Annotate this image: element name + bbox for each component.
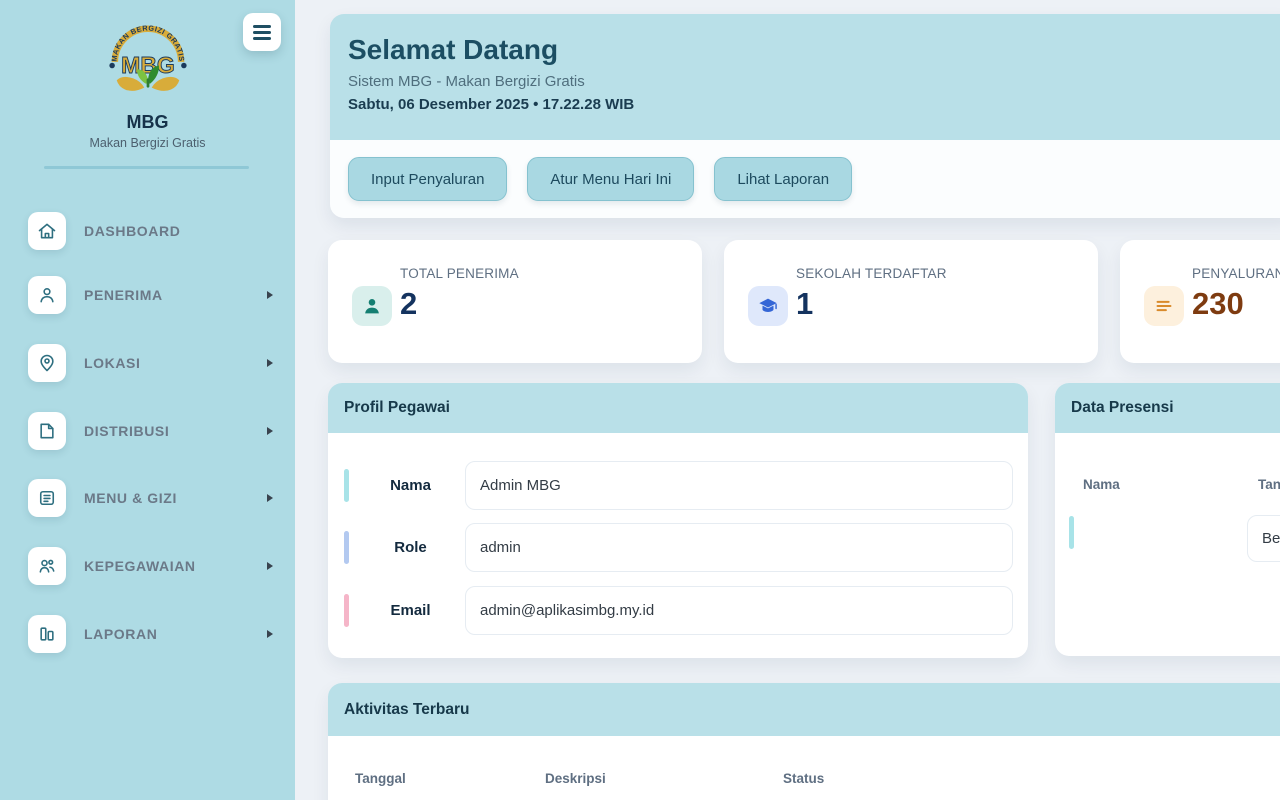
hamburger-icon: [253, 24, 271, 28]
app-logo: MAKAN BERGIZI GRATIS MBG: [0, 14, 295, 106]
page-title: Selamat Datang: [348, 34, 559, 65]
column-header-deskripsi: Deskripsi: [545, 771, 606, 786]
welcome-banner: Selamat Datang Sistem MBG - Makan Bergiz…: [330, 14, 1280, 218]
nama-value-field: Admin MBG: [465, 461, 1013, 510]
lihat-laporan-button[interactable]: Lihat Laporan: [714, 157, 853, 201]
atur-menu-button[interactable]: Atur Menu Hari Ini: [527, 157, 695, 201]
profil-row-email: Email admin@aplikasimbg.my.id: [328, 586, 1028, 635]
column-header-nama: Nama: [1083, 477, 1120, 492]
chevron-right-icon: [267, 427, 273, 435]
accent-bar: [1069, 516, 1074, 549]
panel-title: Profil Pegawai: [328, 383, 1028, 433]
home-icon: [28, 212, 66, 250]
column-header-status: Status: [783, 771, 825, 786]
email-value-field: admin@aplikasimbg.my.id: [465, 586, 1013, 635]
accent-bar: [344, 594, 349, 627]
datetime-display: Sabtu, 06 Desember 2025 • 17.22.28 WIB: [348, 96, 635, 113]
accent-bar: [344, 531, 349, 564]
sidebar-item-dashboard[interactable]: DASHBOARD: [28, 212, 273, 250]
page-subtitle: Sistem MBG - Makan Bergizi Gratis: [348, 73, 585, 90]
sidebar: MAKAN BERGIZI GRATIS MBG MBG Makan Bergi…: [0, 0, 295, 800]
document-icon: [28, 479, 66, 517]
stat-card-sekolah-terdaftar: SEKOLAH TERDAFTAR 1: [724, 240, 1098, 363]
brand-tagline: Makan Bergizi Gratis: [89, 136, 206, 150]
map-pin-icon: [28, 344, 66, 382]
hamburger-menu-button[interactable]: [243, 13, 281, 51]
stat-label: TOTAL PENERIMA: [400, 266, 519, 281]
chevron-right-icon: [267, 291, 273, 299]
field-label: Nama: [390, 477, 431, 494]
column-header-tanggal: Tanggal: [1258, 477, 1280, 492]
chevron-right-icon: [267, 630, 273, 638]
aktivitas-terbaru-panel: Aktivitas Terbaru Tanggal Deskripsi Stat…: [328, 683, 1280, 800]
data-presensi-panel: Data Presensi Nama Tanggal Belum: [1055, 383, 1280, 656]
sidebar-item-penerima[interactable]: PENERIMA: [28, 276, 273, 314]
svg-text:MBG: MBG: [121, 52, 175, 78]
stat-card-total-penerima: TOTAL PENERIMA 2: [328, 240, 702, 363]
profil-pegawai-panel: Profil Pegawai Nama Admin MBG Role admin…: [328, 383, 1028, 658]
input-penyaluran-button[interactable]: Input Penyaluran: [348, 157, 508, 201]
sidebar-item-distribusi[interactable]: DISTRIBUSI: [28, 412, 273, 450]
chevron-right-icon: [267, 494, 273, 502]
sidebar-divider: [44, 166, 249, 169]
sidebar-item-lokasi[interactable]: LOKASI: [28, 344, 273, 382]
panel-title: Aktivitas Terbaru: [328, 683, 1280, 736]
graduation-cap-icon: [748, 286, 788, 326]
stat-value: 2: [400, 286, 418, 321]
quick-actions: Input Penyaluran Atur Menu Hari Ini Liha…: [330, 140, 1280, 218]
profil-row-role: Role admin: [328, 523, 1028, 572]
chevron-right-icon: [267, 359, 273, 367]
user-icon: [28, 276, 66, 314]
bar-chart-icon: [28, 615, 66, 653]
sidebar-item-laporan[interactable]: LAPORAN: [28, 615, 273, 653]
welcome-banner-header: Selamat Datang Sistem MBG - Makan Bergiz…: [330, 14, 1280, 140]
file-icon: [28, 412, 66, 450]
sidebar-item-menu-gizi[interactable]: MENU & GIZI: [28, 479, 273, 517]
accent-bar: [344, 469, 349, 502]
presensi-value-field: Belum: [1247, 515, 1280, 562]
stat-card-penyaluran: PENYALURAN 230: [1120, 240, 1280, 363]
users-icon: [28, 547, 66, 585]
column-header-tanggal: Tanggal: [355, 771, 406, 786]
sidebar-item-label: DASHBOARD: [84, 223, 181, 239]
brand-name: MBG: [126, 112, 169, 132]
list-icon: [1144, 286, 1184, 326]
sidebar-item-kepegawaian[interactable]: KEPEGAWAIAN: [28, 547, 273, 585]
role-value-field: admin: [465, 523, 1013, 572]
panel-title: Data Presensi: [1055, 383, 1280, 433]
mbg-logo-icon: MAKAN BERGIZI GRATIS MBG: [108, 23, 187, 91]
profil-row-nama: Nama Admin MBG: [328, 461, 1028, 510]
chevron-right-icon: [267, 562, 273, 570]
user-icon: [352, 286, 392, 326]
